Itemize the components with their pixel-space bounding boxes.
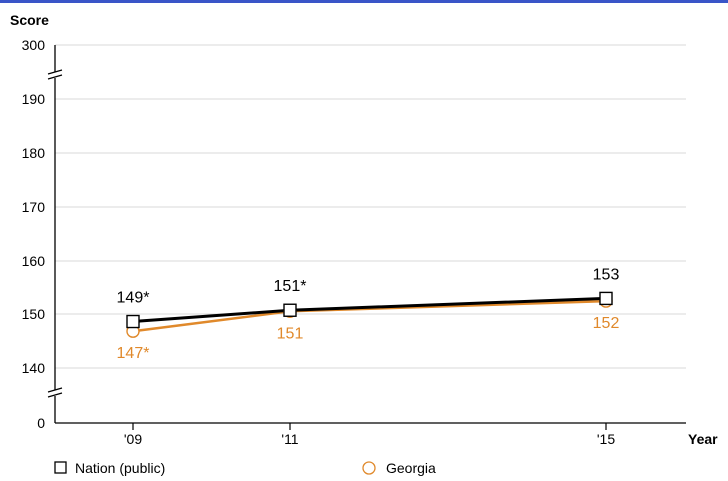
y-axis-title: Score: [10, 12, 49, 28]
data-label-georgia: 151: [277, 325, 304, 342]
data-point-nation: [283, 303, 297, 317]
series-markers: [126, 291, 613, 338]
data-label-nation: 151*: [274, 278, 307, 295]
y-tick-label: 170: [22, 199, 46, 215]
x-tick-label: '11: [281, 431, 298, 447]
legend-square-marker: [54, 461, 67, 474]
data-label-nation: 149*: [117, 290, 150, 307]
data-point-nation: [126, 314, 140, 329]
y-tick-labels: 0 140 150 160 170 180 190 300: [22, 37, 46, 431]
y-tick-label: 190: [22, 91, 46, 107]
x-axis-title: Year: [688, 431, 718, 447]
y-tick-label: 300: [22, 37, 46, 53]
axis-break-mark: [47, 74, 63, 80]
y-axis: [47, 45, 63, 423]
legend-circle-marker: [362, 461, 376, 475]
y-tick-label: 0: [37, 415, 45, 431]
x-tick-label: '09: [124, 431, 142, 447]
legend-label-nation: Nation (public): [75, 460, 165, 476]
axis-break-mark: [47, 392, 63, 398]
y-tick-label: 160: [22, 253, 46, 269]
x-tick-labels: '09 '11 '15: [124, 431, 615, 447]
x-tick-label: '15: [597, 431, 615, 447]
legend-label-georgia: Georgia: [386, 460, 436, 476]
axis-break-mark: [47, 69, 63, 75]
y-tick-label: 140: [22, 360, 46, 376]
y-tick-label: 150: [22, 306, 46, 322]
grid: [55, 44, 686, 369]
data-label-nation: 153: [593, 266, 620, 283]
x-axis: [55, 422, 686, 430]
axis-break-mark: [47, 387, 63, 393]
data-labels: 149* 151* 153 147* 151 152: [117, 266, 620, 362]
data-label-georgia: 152: [593, 315, 620, 332]
data-label-georgia: 147*: [117, 345, 150, 362]
legend: Nation (public) Georgia: [54, 460, 436, 476]
y-tick-label: 180: [22, 145, 46, 161]
axis-break-gap: [47, 72, 63, 78]
axis-break-gap: [47, 390, 63, 396]
series-lines: [132, 296, 607, 333]
top-banner-strip: [0, 0, 728, 3]
data-point-nation: [599, 291, 613, 306]
